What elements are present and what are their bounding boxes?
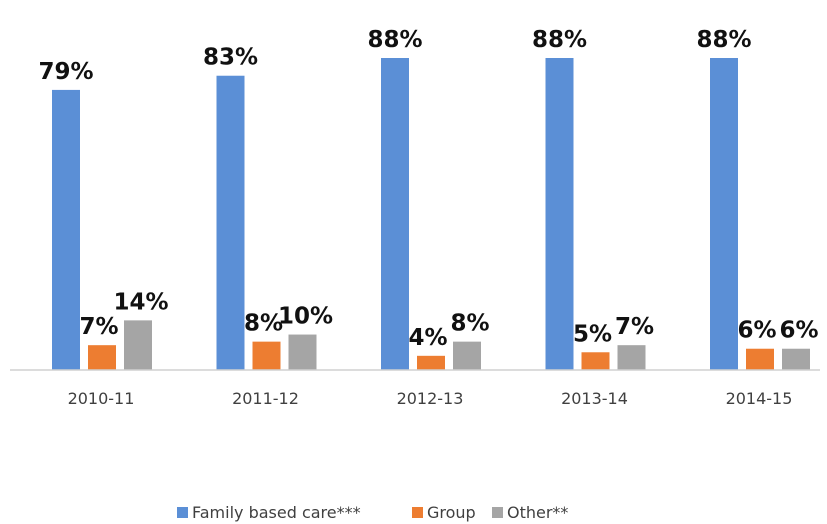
x-tick-label: 2011-12 <box>232 389 299 408</box>
data-labels-layer: 79%7%14%83%8%10%88%4%8%88%5% 7%88%6% 6% <box>38 27 818 351</box>
data-label: 4% <box>408 325 447 351</box>
data-label: 14% <box>113 289 168 315</box>
data-label: 88% <box>532 27 587 53</box>
data-label: 8% <box>450 311 489 337</box>
bar-2012-13-other <box>453 341 481 370</box>
data-label: 5% <box>573 321 612 347</box>
bar-2012-13-familybasedcare <box>381 58 409 370</box>
data-label: 83% <box>203 45 258 71</box>
legend-swatch <box>177 507 188 518</box>
x-tick-label: 2010-11 <box>68 389 135 408</box>
bar-2010-11-other <box>124 320 152 370</box>
bar-2011-12-familybasedcare <box>216 75 245 371</box>
data-label: 8% <box>244 311 283 337</box>
data-label: 7% <box>615 314 654 340</box>
bar-2010-11-group <box>88 345 116 370</box>
bar-2013-14-other <box>617 345 646 370</box>
data-label: 10% <box>278 304 333 330</box>
bar-2011-12-group <box>252 341 281 370</box>
legend-label: Other** <box>507 503 568 522</box>
data-label: 7% <box>79 314 118 340</box>
data-label: 79% <box>38 59 93 85</box>
legend-label: Group <box>427 503 476 522</box>
bar-2014-15-group <box>746 348 774 370</box>
legend-swatch <box>492 507 503 518</box>
x-tick-label: 2013-14 <box>561 389 628 408</box>
bars-layer <box>52 58 810 371</box>
bar-2011-12-other <box>288 334 317 370</box>
data-label: 88% <box>696 27 751 53</box>
bar-2013-14-familybasedcare <box>545 58 574 370</box>
x-tick-labels: 2010-11 2011-12 2012-13 2013-14 2014-15 <box>68 389 793 408</box>
legend-label: Family based care*** <box>192 503 361 522</box>
bar-2012-13-group <box>417 355 445 370</box>
bar-2014-15-other <box>782 348 810 370</box>
x-tick-label: 2012-13 <box>397 389 464 408</box>
data-label: 6% <box>779 318 818 344</box>
bar-2014-15-familybasedcare <box>710 58 738 370</box>
x-tick-label: 2014-15 <box>726 389 793 408</box>
legend: Family based care*** Group Other** <box>177 503 568 522</box>
legend-swatch <box>412 507 423 518</box>
bar-2013-14-group <box>581 352 610 370</box>
data-label: 6% <box>737 318 776 344</box>
data-label: 88% <box>367 27 422 53</box>
bar-2010-11-familybasedcare <box>52 89 80 370</box>
